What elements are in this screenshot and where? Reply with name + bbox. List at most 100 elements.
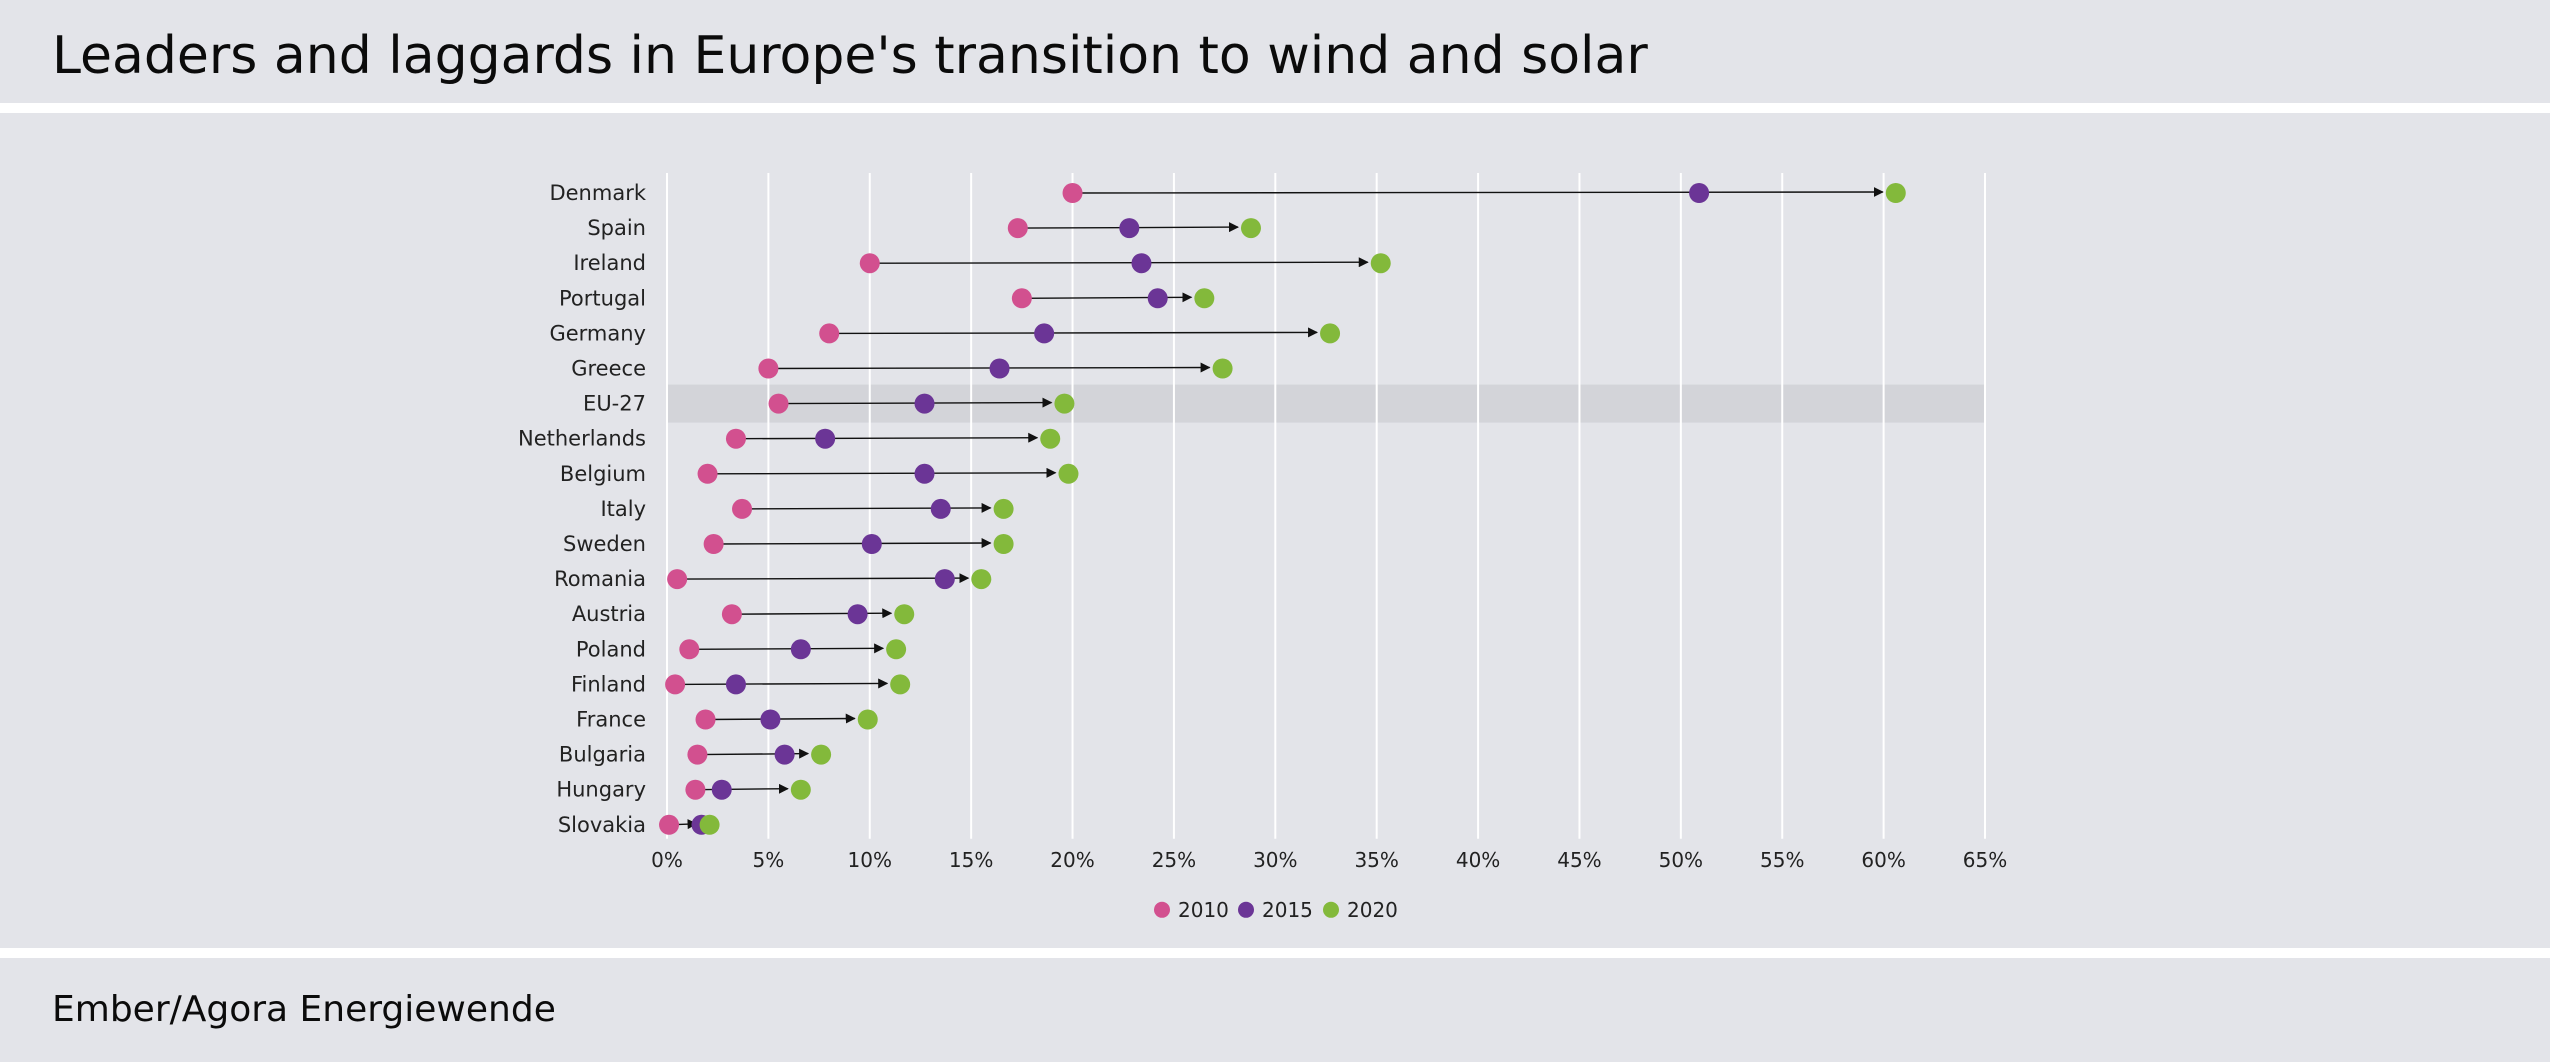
dot-2015-netherlands [815,428,836,449]
dot-2010-denmark [1062,183,1083,203]
category-label: Portugal [559,286,646,310]
category-label: Denmark [549,181,646,205]
category-label: Austria [572,602,646,626]
dot-2020-italy [993,498,1014,519]
change-arrow [1072,187,1884,198]
dot-2020-spain [1240,218,1261,239]
x-tick-label: 65% [1963,848,2007,872]
dot-2020-portugal [1194,288,1215,309]
dot-2010-austria [721,604,742,625]
dot-2020-bulgaria [811,744,832,765]
x-tick-label: 40% [1456,848,1500,872]
dot-2020-poland [886,639,907,660]
dot-2010-france [695,709,716,730]
category-label: Romania [554,567,646,591]
category-label: Slovakia [558,813,646,837]
dot-2015-ireland [1131,253,1152,274]
x-tick-label: 55% [1760,848,1804,872]
dot-2020-ireland [1370,253,1391,274]
dot-range-chart: Denmark Spain Ireland Portugal Germany Greece… [518,173,2007,922]
category-label: Bulgaria [559,743,646,767]
dot-2010-netherlands [725,428,746,449]
dot-2010-bulgaria [687,744,708,765]
x-tick-label: 10% [848,848,892,872]
dot-2010-eu-27 [768,393,789,414]
dot-2015-denmark [1689,183,1710,203]
category-label: Netherlands [518,427,646,451]
dot-2015-hungary [711,779,732,800]
dot-2015-germany [1034,323,1055,344]
category-label: Ireland [573,251,646,275]
dot-2015-portugal [1147,288,1168,309]
legend-label-2010: 2010 [1178,898,1229,922]
chart-panel: Denmark Spain Ireland Portugal Germany Greece… [0,113,2550,948]
footer-bar: Ember/Agora Energiewende [0,958,2550,1062]
dot-2015-france [760,709,781,730]
dot-2010-greece [758,358,779,379]
dot-2010-finland [665,674,686,695]
dot-2020-greece [1212,358,1233,379]
category-label: Poland [576,637,646,661]
dot-2010-germany [819,323,840,344]
dot-2010-romania [667,569,688,590]
dot-2010-sweden [703,534,724,554]
legend-label-2020: 2020 [1347,898,1398,922]
dot-2015-eu-27 [914,393,935,414]
dot-2010-hungary [685,779,706,800]
x-tick-label: 5% [753,848,785,872]
dot-2010-slovakia [659,814,680,835]
dot-2010-italy [732,498,753,519]
change-arrow [675,678,889,689]
x-tick-label: 30% [1253,848,1297,872]
dot-2010-portugal [1011,288,1032,309]
change-arrow [742,502,992,513]
category-label: France [576,708,646,732]
dot-2015-finland [725,674,746,695]
dot-2020-austria [894,604,915,625]
change-arrow [768,362,1211,373]
legend-marker-2010 [1154,901,1170,918]
dot-2015-poland [790,639,811,660]
category-label: Belgium [560,462,646,486]
change-arrow [713,538,992,549]
x-tick-label: 35% [1354,848,1398,872]
category-label: Sweden [563,532,646,556]
dot-2015-italy [930,498,951,519]
change-arrow [689,643,885,654]
dot-2020-slovakia [699,814,720,835]
category-label: Greece [571,357,646,381]
legend-marker-2015 [1238,901,1254,918]
change-arrow [735,432,1039,443]
dot-2020-belgium [1058,463,1079,484]
x-tick-label: 20% [1050,848,1094,872]
category-label: Germany [549,321,646,345]
header-bar: Leaders and laggards in Europe's transit… [0,0,2550,103]
source-credit: Ember/Agora Energiewende [52,989,556,1030]
dot-2020-romania [971,569,992,590]
x-tick-label: 45% [1557,848,1601,872]
dot-2010-poland [679,639,700,660]
dot-2020-netherlands [1040,428,1061,449]
x-tick-label: 0% [651,848,683,872]
change-arrow [707,467,1057,478]
dot-2020-eu-27 [1054,393,1075,414]
chart-title: Leaders and laggards in Europe's transit… [52,26,1648,86]
dot-2015-belgium [914,463,935,484]
dot-2015-greece [989,358,1010,379]
category-label: Italy [600,497,646,521]
x-tick-label: 50% [1659,848,1703,872]
category-label: Spain [587,216,646,240]
category-label: Hungary [556,778,646,802]
dot-2015-bulgaria [774,744,795,765]
change-arrow [829,327,1319,338]
dot-2020-denmark [1885,183,1906,203]
legend-marker-2020 [1323,901,1339,918]
dot-2020-germany [1320,323,1341,344]
change-arrow [869,257,1369,268]
dot-2015-romania [934,569,955,590]
dot-2010-ireland [859,253,880,274]
dot-2015-sweden [861,534,882,554]
change-arrow [677,573,970,584]
dot-2015-spain [1119,218,1140,239]
x-tick-label: 60% [1861,848,1905,872]
